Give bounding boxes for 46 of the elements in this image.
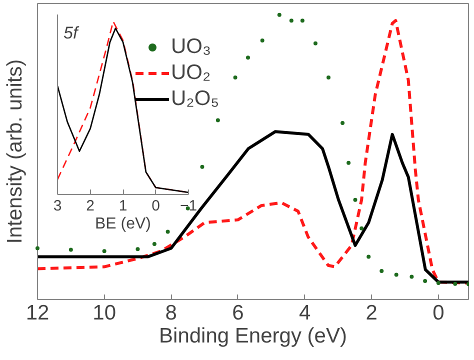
x-axis-title: BE (eV) xyxy=(94,216,152,232)
point xyxy=(353,198,358,202)
x-axis-title: Binding Energy (eV) xyxy=(159,324,347,348)
point xyxy=(289,18,294,23)
x-tick-label: 4 xyxy=(298,302,311,324)
x-tick-label: 6 xyxy=(232,302,244,324)
point xyxy=(340,121,345,126)
point xyxy=(453,282,458,286)
point xyxy=(313,41,318,46)
x-tick-label: 0 xyxy=(432,302,444,324)
y-axis-title: Intensity (arb. units) xyxy=(4,59,26,244)
point xyxy=(68,248,73,252)
point xyxy=(326,76,331,80)
x-tick-label: 12 xyxy=(26,302,50,324)
point xyxy=(233,76,238,80)
point xyxy=(152,242,156,246)
x-tick-label: −1 xyxy=(180,198,198,214)
legend-label: U₂O₅ xyxy=(171,87,220,111)
legend-label: UO₃ xyxy=(171,35,212,59)
point xyxy=(436,280,440,285)
point xyxy=(200,164,204,169)
x-tick-label: 10 xyxy=(92,302,116,324)
point xyxy=(260,38,264,42)
x-tick-label: 2 xyxy=(86,198,94,214)
point xyxy=(410,274,414,279)
point xyxy=(360,226,364,230)
point xyxy=(246,56,250,60)
point xyxy=(36,246,40,250)
x-tick-label: 8 xyxy=(165,302,177,324)
point xyxy=(216,118,220,122)
point xyxy=(136,247,140,252)
point xyxy=(277,12,282,17)
point xyxy=(366,254,371,259)
point xyxy=(346,160,351,165)
x-tick-label: 2 xyxy=(366,302,378,324)
point xyxy=(394,272,398,277)
point xyxy=(166,230,170,234)
x-tick-label: 0 xyxy=(152,198,160,214)
point xyxy=(300,18,304,23)
legend-label: UO₂ xyxy=(171,61,211,85)
annotation: 5f xyxy=(64,24,80,42)
point xyxy=(423,279,428,283)
point xyxy=(380,269,384,274)
x-tick-label: 1 xyxy=(118,198,128,214)
point xyxy=(102,249,106,254)
x-tick-label: 3 xyxy=(53,198,62,214)
